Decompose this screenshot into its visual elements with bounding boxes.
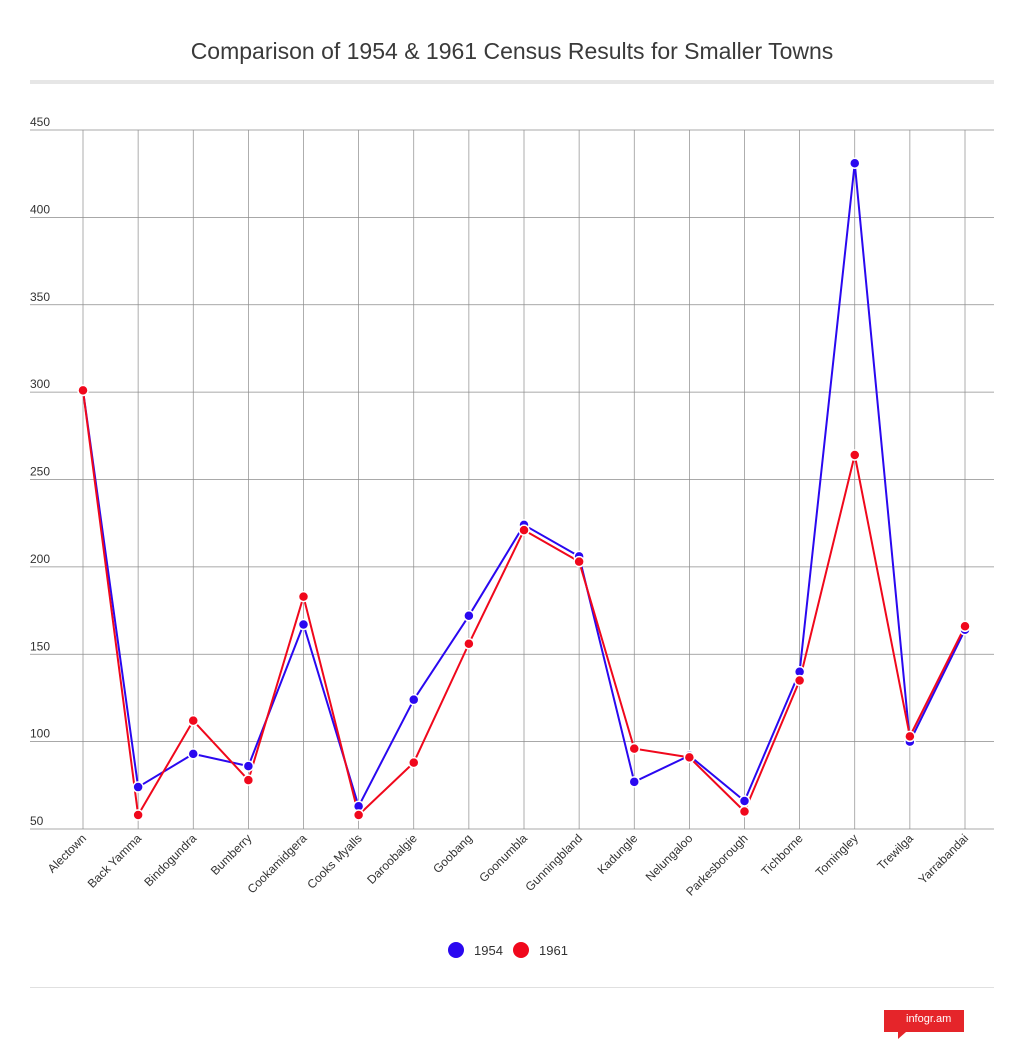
x-tick-label: Cooks Myalls xyxy=(304,831,364,891)
title-divider xyxy=(30,80,994,84)
point-1961-bumberry xyxy=(242,774,255,786)
point-1961-goonumbla xyxy=(518,524,530,536)
x-tick-label: Nelungaloo xyxy=(643,831,696,884)
point-1961-bindogundra xyxy=(187,714,199,727)
x-tick-label: Tichborne xyxy=(758,831,806,879)
x-tick-label: Bindogundra xyxy=(141,831,199,889)
x-tick-label: Gunningbland xyxy=(523,831,586,894)
y-axis: 50 100 150 200 250 300 350 400 450 xyxy=(30,115,50,828)
point-1954-daroobalgie xyxy=(408,693,420,706)
y-tick-label: 50 xyxy=(30,814,44,828)
point-1961-kadungle xyxy=(628,742,640,755)
y-tick-label: 300 xyxy=(30,377,50,391)
x-tick-label: Daroobalgie xyxy=(364,831,420,887)
legend-label: 1961 xyxy=(539,943,568,958)
legend-item-1961[interactable]: 1961 xyxy=(513,942,568,958)
y-tick-label: 400 xyxy=(30,202,50,216)
legend-item-1954[interactable]: 1954 xyxy=(448,942,503,958)
x-tick-label: Bumberry xyxy=(208,831,255,878)
point-1954-goobang xyxy=(463,610,475,622)
point-1961-parkesborough xyxy=(738,805,751,818)
x-tick-label: Cookamidgera xyxy=(245,831,310,896)
point-1961-back-yamma xyxy=(132,809,144,821)
point-1961-trewilga xyxy=(904,730,916,743)
y-tick-label: 200 xyxy=(30,552,50,566)
x-tick-label: Goonumbla xyxy=(476,831,530,885)
x-tick-label: Trewilga xyxy=(874,831,916,873)
legend: 1954 1961 xyxy=(448,942,568,958)
chart-title: Comparison of 1954 & 1961 Census Results… xyxy=(190,38,834,64)
x-tick-label: Yarrabandai xyxy=(916,831,972,887)
point-1954-kadungle xyxy=(628,776,640,788)
point-1961-cooks-myalls xyxy=(352,809,365,821)
y-tick-label: 100 xyxy=(30,727,50,741)
chart-grid xyxy=(30,129,994,830)
point-1961-tichborne xyxy=(793,674,806,687)
point-1954-parkesborough xyxy=(738,795,751,807)
x-tick-label: Alectown xyxy=(45,831,89,875)
point-1961-goobang xyxy=(463,638,475,650)
point-1961-cookamidgera xyxy=(297,590,310,603)
y-tick-label: 350 xyxy=(30,290,50,304)
infogram-logo[interactable]: infogr.am xyxy=(884,1010,964,1039)
point-1954-bindogundra xyxy=(187,748,199,760)
point-1954-bumberry xyxy=(242,760,255,772)
point-1961-yarrabandai xyxy=(959,620,971,633)
point-1954-tomingley xyxy=(849,157,861,169)
point-1961-daroobalgie xyxy=(408,756,420,769)
series-points xyxy=(77,157,971,821)
y-tick-label: 250 xyxy=(30,465,50,479)
point-1954-back-yamma xyxy=(132,781,144,793)
legend-swatch xyxy=(448,942,464,958)
point-1961-tomingley xyxy=(849,449,861,461)
y-tick-label: 450 xyxy=(30,115,50,129)
logo-text: infogr.am xyxy=(906,1013,952,1025)
point-1961-gunningbland xyxy=(573,555,585,568)
footer-divider xyxy=(30,987,994,988)
point-1954-cookamidgera xyxy=(297,618,310,631)
y-tick-label: 150 xyxy=(30,639,50,653)
x-tick-label: Back Yamma xyxy=(85,831,145,891)
point-1961-nelungaloo xyxy=(683,751,696,764)
legend-label: 1954 xyxy=(474,943,503,958)
point-1961-alectown xyxy=(77,384,89,397)
legend-swatch xyxy=(513,942,529,958)
x-tick-label: Goobang xyxy=(430,831,475,876)
x-tick-label: Kadungle xyxy=(595,831,641,877)
x-tick-label: Tomingley xyxy=(813,831,861,879)
